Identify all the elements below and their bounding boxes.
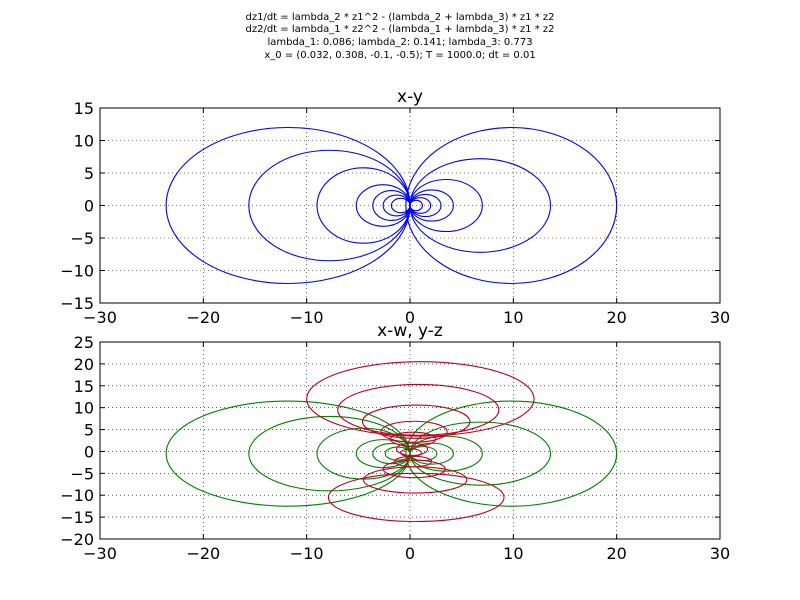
y-tick-label: 15 (74, 377, 94, 396)
x-tick-label: −30 (83, 308, 117, 327)
y-tick-label: 5 (84, 164, 94, 183)
series-group (165, 126, 618, 285)
y-tick-label: 10 (74, 399, 94, 418)
y-tick-label: 0 (84, 197, 94, 216)
trajectory-loop-series-1 (389, 431, 437, 447)
plot-area (100, 342, 720, 539)
y-tick-label: 15 (74, 99, 94, 118)
x-tick-label: 30 (710, 544, 730, 563)
y-tick-label: −5 (70, 229, 94, 248)
trajectory-loop-series-1 (382, 459, 446, 479)
subplot-title: x-w, y-z (377, 321, 443, 341)
subplot-x-y: −30 −20 −10 0 10 20 30 −15 −10 −5 0 5 10 15 x-y (60, 87, 730, 327)
figure-suptitle: dz1/dt = lambda_2 * z1^2 - (lambda_2 + l… (246, 12, 555, 61)
trajectory-loop-series-0 (405, 400, 618, 507)
trajectory-loop-series-1 (396, 442, 429, 456)
suptitle-line-3: lambda_1: 0.086; lambda_2: 0.141; lambda… (267, 37, 532, 48)
x-tick-label: 0 (405, 544, 415, 563)
x-tick-label: −10 (290, 544, 324, 563)
suptitle-line-2: dz2/dt = lambda_1 * z2^2 - (lambda_1 + l… (246, 24, 555, 35)
y-tick-label: −15 (60, 294, 94, 313)
trajectory-loop-series-1 (337, 383, 500, 436)
y-tick-label: 5 (84, 421, 94, 440)
y-tick-label: −20 (60, 530, 94, 549)
x-tick-label: −20 (186, 308, 220, 327)
y-tick-label: −10 (60, 486, 94, 505)
x-tick-label: −30 (83, 544, 117, 563)
x-tick-label: 10 (503, 544, 523, 563)
trajectory-loop-series-1 (327, 472, 505, 523)
y-tick-label: −10 (60, 262, 94, 281)
trajectory-loop-series-1 (400, 448, 422, 458)
x-tick-label: −10 (290, 308, 324, 327)
x-tick-label: 0 (405, 308, 415, 327)
trajectory-loop-series-1 (380, 420, 448, 443)
x-tick-label: 20 (606, 544, 626, 563)
y-tick-label: −15 (60, 508, 94, 527)
x-tick-label: 10 (503, 308, 523, 327)
subplot-title: x-y (397, 87, 423, 107)
trajectory-loop-series-1 (361, 404, 471, 439)
series-group (165, 361, 618, 523)
y-tick-label: 10 (74, 132, 94, 151)
y-tick-label: −5 (70, 464, 94, 483)
trajectory-loop-series-0 (409, 199, 423, 212)
x-tick-label: 20 (606, 308, 626, 327)
x-tick-label: 30 (710, 308, 730, 327)
trajectory-loop-series-0 (405, 126, 618, 285)
y-tick-label: 0 (84, 442, 94, 461)
y-tick-label: 20 (74, 355, 94, 374)
subplot-x-w-y-z: −30 −20 −10 0 10 20 30−20−15−10−50510152025x-w… (60, 321, 730, 563)
y-tick-label: 25 (74, 333, 94, 352)
suptitle-line-4: x_0 = (0.032, 0.308, -0.1, -0.5); T = 10… (264, 50, 535, 61)
x-tick-label: −20 (186, 544, 220, 563)
trajectory-loop-series-1 (306, 361, 535, 437)
suptitle-line-1: dz1/dt = lambda_2 * z1^2 - (lambda_2 + l… (246, 12, 555, 23)
